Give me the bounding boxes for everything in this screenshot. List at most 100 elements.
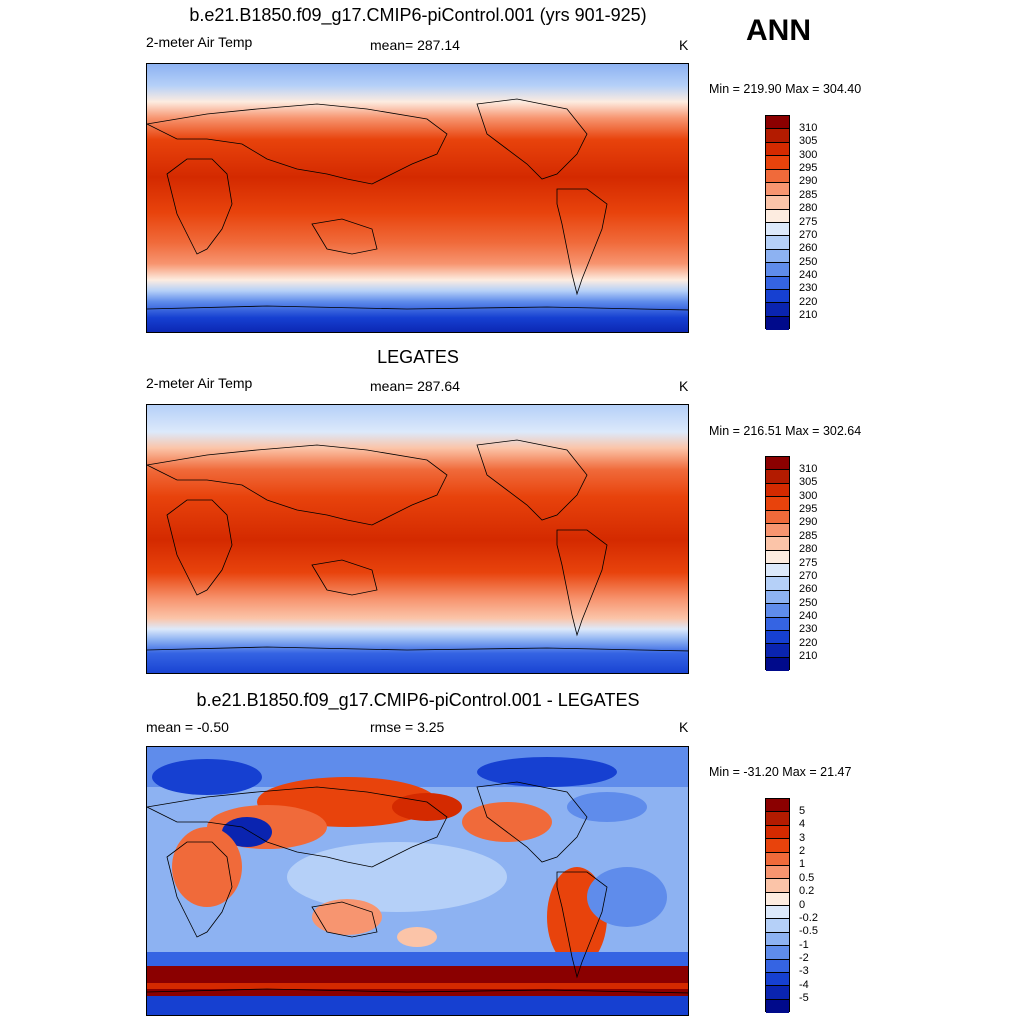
panel-1-colorbar-segment (766, 209, 789, 223)
panel-2-colorbar-segment (766, 497, 789, 511)
panel-1-colorbar-tick-label: 305 (799, 135, 818, 148)
panel-2-colorbar-segment (766, 470, 789, 484)
panel-1-colorbar (765, 115, 790, 330)
panel-1-colorbar-segment (766, 223, 789, 237)
panel-2-colorbar-segment (766, 523, 789, 538)
panel-3-units: K (679, 719, 689, 735)
panel-1-mean-label: mean= 287.14 (370, 37, 460, 53)
panel-2-title: LEGATES (377, 347, 459, 367)
panel-1-colorbar-segment (766, 236, 789, 250)
panel-2-colorbar-tick-label: 280 (799, 543, 818, 556)
panel-2-colorbar-tick-label: 270 (799, 569, 818, 582)
panel-2-colorbar-tick-label: 290 (799, 516, 818, 529)
panel-1-colorbar-tick-label: 230 (799, 282, 818, 295)
panel-1-colorbar-segment (766, 196, 789, 210)
panel-3-colorbar-segment (766, 972, 789, 987)
panel-3-colorbar-tick-label: -2 (799, 952, 809, 964)
panel-3-colorbar-tick-label: 5 (799, 804, 806, 817)
panel-1-colorbar-tick-label: 310 (799, 121, 818, 134)
panel-2-colorbar-segment (766, 457, 789, 471)
panel-3-colorbar-segment (766, 999, 789, 1013)
panel-2-colorbar-tick-label: 275 (799, 556, 818, 569)
panel-2-colorbar-tick-label: 310 (799, 462, 818, 475)
panel-1-colorbar-tick-label: 210 (799, 309, 818, 322)
panel-2-colorbar-segment (766, 604, 789, 618)
panel-3-difference-field (147, 747, 688, 1015)
panel-1-colorbar-segment (766, 182, 789, 197)
panel-1-map (146, 63, 689, 333)
panel-3-colorbar (765, 798, 790, 1013)
panel-1-colorbar-segment (766, 129, 789, 143)
panel-3-colorbar-segment (766, 959, 789, 973)
panel-3-colorbar-tick-label: 0.2 (799, 885, 815, 898)
panel-1-colorbar-tick-label: 290 (799, 175, 818, 188)
panel-2-temperature-field (147, 405, 688, 673)
panel-2-colorbar-segment (766, 537, 789, 551)
panel-2-map (146, 404, 689, 674)
panel-1-colorbar-tick-label: 260 (799, 242, 818, 255)
panel-2-colorbar-segment (766, 510, 789, 524)
panel-3-colorbar-tick-label: -0.5 (799, 925, 818, 938)
panel-3-map (146, 746, 689, 1016)
panel-3-colorbar-tick-label: 1 (799, 858, 806, 871)
panel-2-colorbar-tick-label: 285 (799, 529, 818, 542)
panel-2-colorbar-segment (766, 617, 789, 631)
panel-2-colorbar-tick-label: 250 (799, 596, 818, 609)
panel-3-minmax: Min = -31.20 Max = 21.47 (709, 765, 852, 779)
panel-2-mean-label: mean= 287.64 (370, 378, 460, 394)
panel-2-colorbar-tick-label: 210 (799, 650, 818, 663)
panel-3-colorbar-tick-label: -1 (799, 938, 809, 951)
panel-2-colorbar-tick-label: 230 (799, 623, 818, 636)
panel-2-units: K (679, 378, 689, 394)
panel-3-colorbar-tick-label: 0.5 (799, 871, 815, 884)
panel-3-colorbar-segment (766, 839, 789, 853)
season-label: ANN (746, 14, 811, 47)
panel-3-colorbar-tick-label: -5 (799, 992, 809, 1005)
panel-3-colorbar-tick-label: -3 (799, 965, 809, 978)
panel-3-title: b.e21.B1850.f09_g17.CMIP6-piControl.001 … (196, 690, 640, 710)
panel-1-colorbar-tick-label: 220 (799, 295, 818, 308)
panel-2-colorbar-tick-label: 260 (799, 583, 818, 596)
panel-3-colorbar-segment (766, 852, 789, 866)
panel-2-colorbar-tick-label: 220 (799, 636, 818, 649)
panel-1-colorbar-tick-label: 295 (799, 162, 818, 174)
panel-1-temperature-field (147, 64, 688, 332)
panel-3-colorbar-segment (766, 892, 789, 906)
panel-1-colorbar-tick-label: 280 (799, 202, 818, 215)
panel-3-colorbar-segment (766, 879, 789, 893)
panel-2-colorbar-tick-label: 240 (799, 610, 818, 622)
panel-3-colorbar-tick-label: 0 (799, 898, 806, 911)
panel-1-colorbar-tick-label: 275 (799, 215, 818, 228)
panel-1-title: b.e21.B1850.f09_g17.CMIP6-piControl.001 … (189, 5, 647, 25)
panel-1-units: K (679, 37, 689, 53)
panel-3-colorbar-segment (766, 932, 789, 947)
panel-2-colorbar-segment (766, 630, 789, 645)
panel-1-colorbar-tick-label: 240 (799, 269, 818, 281)
panel-3-colorbar-tick-label: 4 (799, 818, 806, 831)
panel-3-mean-label: mean = -0.50 (146, 719, 229, 735)
panel-3-colorbar-tick-label: -0.2 (799, 911, 818, 924)
panel-1-colorbar-segment (766, 156, 789, 170)
panel-2-colorbar (765, 456, 790, 671)
panel-1-colorbar-segment (766, 316, 789, 330)
panel-3-colorbar-segment (766, 865, 789, 880)
panel-3-colorbar-segment (766, 919, 789, 933)
panel-3-rmse-label: rmse = 3.25 (370, 719, 445, 735)
panel-2-colorbar-segment (766, 550, 789, 564)
panel-1-minmax: Min = 219.90 Max = 304.40 (709, 82, 862, 96)
panel-1-variable-label: 2-meter Air Temp (146, 34, 253, 50)
panel-3-colorbar-segment (766, 799, 789, 813)
panel-1-colorbar-tick-label: 300 (799, 148, 818, 161)
panel-2-colorbar-tick-label: 305 (799, 476, 818, 489)
panel-2-colorbar-segment (766, 577, 789, 591)
panel-1-colorbar-segment (766, 116, 789, 130)
panel-3-colorbar-tick-label: 3 (799, 831, 806, 844)
panel-3-colorbar-tick-label: 2 (799, 845, 806, 857)
panel-2-colorbar-segment (766, 564, 789, 578)
panel-1-colorbar-segment (766, 263, 789, 277)
panel-1-colorbar-segment (766, 142, 789, 157)
panel-3-colorbar-tick-label: -4 (799, 978, 809, 991)
panel-1-colorbar-tick-label: 285 (799, 188, 818, 201)
panel-2-colorbar-segment (766, 483, 789, 498)
panel-2-colorbar-segment (766, 644, 789, 658)
